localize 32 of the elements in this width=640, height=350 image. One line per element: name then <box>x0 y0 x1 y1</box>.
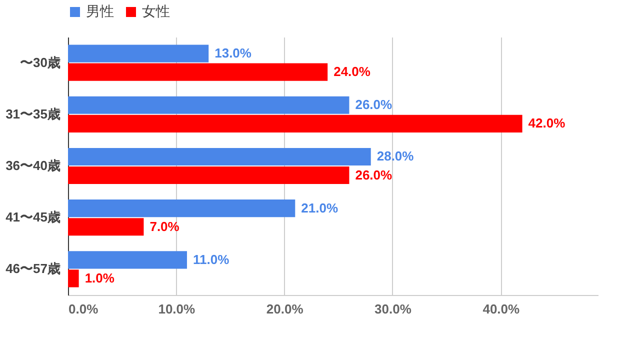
data-label: 24.0% <box>334 64 371 80</box>
bar <box>68 63 328 81</box>
data-label: 28.0% <box>376 148 414 164</box>
data-label: 11.0% <box>192 252 230 267</box>
data-label: 1.0% <box>84 270 115 286</box>
x-tick-label: 10.0% <box>158 302 196 316</box>
x-tick-label: 20.0% <box>266 302 304 316</box>
data-label: 26.0% <box>355 167 393 182</box>
legend-label: 女性 <box>142 3 170 19</box>
bar <box>68 148 371 166</box>
y-tick-label: 41〜45歳 <box>6 210 60 225</box>
data-label: 13.0% <box>214 46 252 61</box>
bar <box>68 218 144 236</box>
data-label: 21.0% <box>301 200 338 216</box>
bar <box>68 251 187 269</box>
x-tick-label: 40.0% <box>482 302 520 316</box>
bar <box>68 200 296 218</box>
data-label: 26.0% <box>355 97 393 112</box>
bar <box>68 114 522 132</box>
x-tick-label: 0.0% <box>68 302 99 316</box>
bar <box>68 44 209 62</box>
data-label: 7.0% <box>150 218 180 234</box>
y-tick-label: 36〜40歳 <box>6 158 60 173</box>
bar <box>68 166 350 184</box>
x-tick-label: 30.0% <box>374 302 412 316</box>
y-tick-label: 31〜35歳 <box>6 106 60 122</box>
bar <box>68 96 350 114</box>
y-tick-label: 46〜57歳 <box>6 261 60 276</box>
legend-label: 男性 <box>86 3 114 19</box>
y-tick-label: 〜30歳 <box>20 54 60 70</box>
data-label: 42.0% <box>528 116 566 131</box>
bar <box>68 270 79 288</box>
